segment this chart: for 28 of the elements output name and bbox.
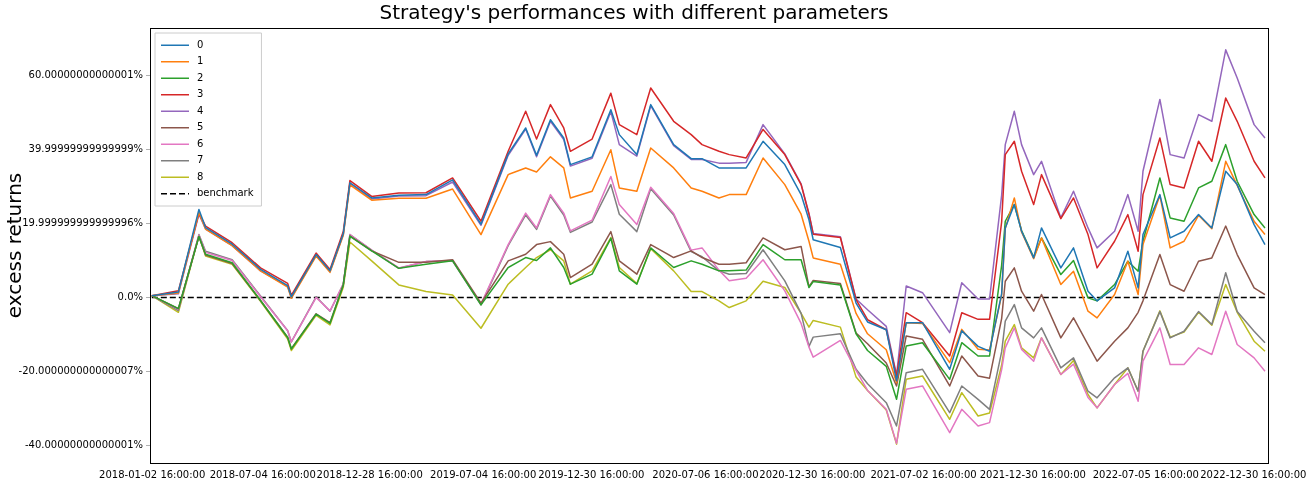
x-tick-label: 2022-12-30 16:00:00 <box>1200 468 1307 480</box>
legend-label: benchmark <box>197 187 254 199</box>
y-tick-label: 19.999999999999996% <box>22 217 143 229</box>
x-tick-label: 2019-07-04 16:00:00 <box>430 468 537 480</box>
chart-title: Strategy's performances with different parameters <box>379 0 889 25</box>
y-tick-label: -20.000000000000007% <box>18 365 143 377</box>
legend-label: 3 <box>197 88 204 100</box>
x-tick-label: 2018-01-02 16:00:00 <box>99 468 206 480</box>
x-tick-label: 2021-12-30 16:00:00 <box>979 468 1086 480</box>
x-tick-label: 2022-07-05 16:00:00 <box>1092 468 1199 480</box>
x-tick-label: 2018-12-28 16:00:00 <box>316 468 423 480</box>
legend-label: 2 <box>197 71 204 83</box>
y-tick-label: -40.00000000000001% <box>24 439 143 451</box>
legend-label: 0 <box>197 38 204 50</box>
x-tick-label: 2020-07-06 16:00:00 <box>652 468 759 480</box>
y-tick-label: 0.0% <box>117 291 143 303</box>
y-tick-label: 39.99999999999999% <box>28 143 143 155</box>
x-tick-label: 2019-12-30 16:00:00 <box>538 468 645 480</box>
y-tick-label: 60.00000000000001% <box>28 68 143 80</box>
x-tick-label: 2020-12-30 16:00:00 <box>759 468 866 480</box>
legend-label: 4 <box>197 104 204 116</box>
legend-label: 6 <box>197 137 204 149</box>
x-tick-label: 2021-07-02 16:00:00 <box>870 468 977 480</box>
legend-label: 8 <box>197 170 204 182</box>
legend-label: 7 <box>197 154 204 166</box>
legend-label: 5 <box>197 121 204 133</box>
x-tick-label: 2018-07-04 16:00:00 <box>209 468 316 480</box>
legend-label: 1 <box>197 55 204 67</box>
